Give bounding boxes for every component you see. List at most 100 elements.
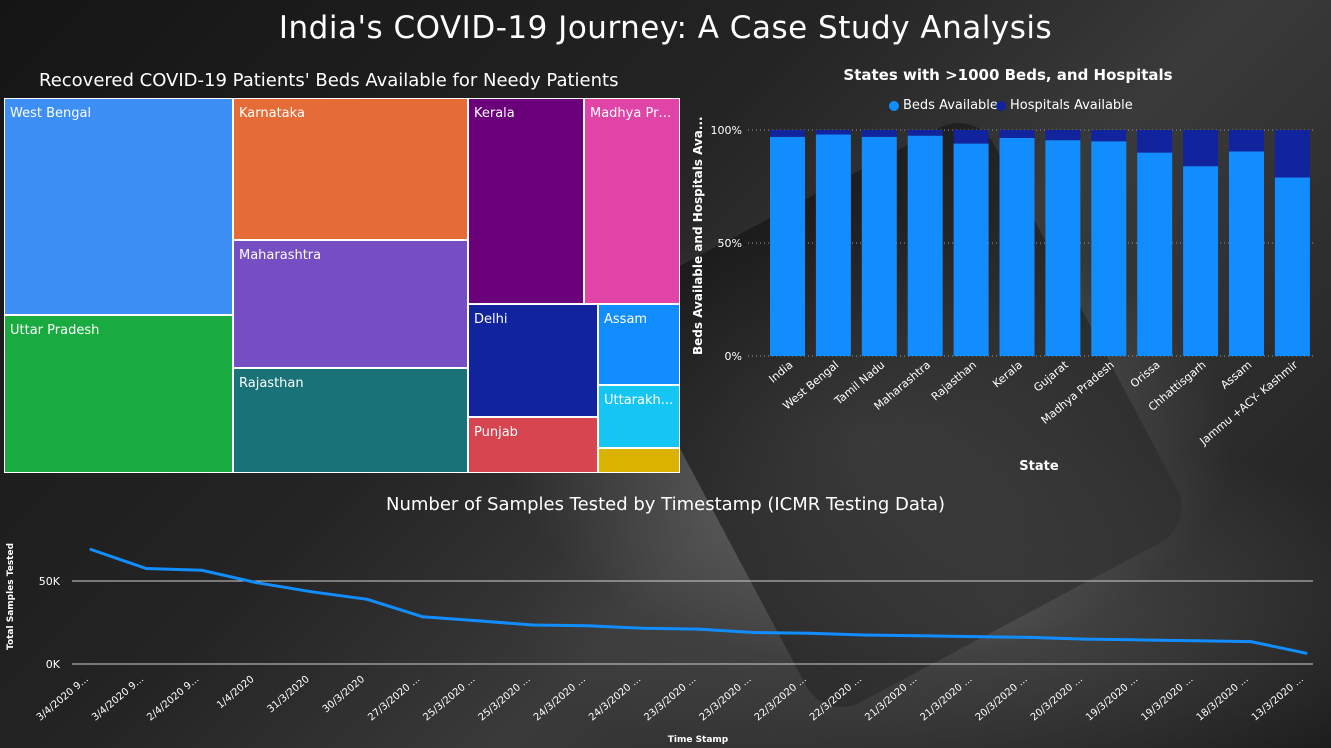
bar-segment-beds (1183, 166, 1219, 356)
line-x-tick-label: 1/4/2020 (215, 674, 256, 711)
line-point (586, 624, 590, 628)
bar-x-tick-label: Jammu +ACY- Kashmir (1197, 358, 1301, 448)
bar-segment-hospitals (1045, 130, 1081, 141)
bar-segment-hospitals (1274, 130, 1310, 178)
tile-label: Kerala (474, 106, 515, 121)
line-x-tick-label: 24/3/2020 ... (587, 674, 643, 724)
line-point (641, 626, 645, 630)
line-x-tick-label: 21/3/2020 ... (918, 674, 974, 724)
treemap-tile-uttar-pradesh[interactable]: Uttar Pradesh (4, 315, 233, 473)
line-point (420, 615, 424, 619)
line-point (1028, 635, 1032, 639)
bar-segment-hospitals (861, 130, 897, 137)
tile-label: Maharashtra (239, 248, 322, 263)
bar-y-tick-label: 100% (711, 124, 742, 137)
legend-dot-icon (996, 100, 1006, 111)
treemap-tile-rajasthan[interactable]: Rajasthan (233, 368, 468, 473)
line-point (89, 547, 93, 551)
line-y-axis-label: Total Samples Tested (6, 543, 16, 650)
line-x-tick-label: 13/3/2020 ... (1250, 674, 1306, 724)
line-x-tick-label: 24/3/2020 ... (532, 674, 588, 724)
tile-label: Rajasthan (239, 376, 304, 391)
line-point (310, 590, 314, 594)
tile-label: West Bengal (10, 106, 92, 121)
line-chart-title: Number of Samples Tested by Timestamp (I… (385, 494, 946, 515)
line-x-tick-label: 30/3/2020 (321, 674, 367, 715)
treemap-tile-karnataka[interactable]: Karnataka (233, 98, 468, 240)
line-x-tick-label: 20/3/2020 ... (974, 674, 1030, 724)
line-point (1138, 638, 1142, 642)
treemap-tile-assam[interactable]: Assam (598, 304, 680, 385)
treemap-title: Recovered COVID-19 Patients' Beds Availa… (39, 70, 619, 91)
line-x-tick-label: 23/3/2020 ... (698, 674, 754, 724)
bar-segment-hospitals (1091, 130, 1127, 142)
treemap-chart[interactable]: West Bengal Uttar Pradesh Karnataka Maha… (4, 98, 680, 473)
line-y-tick-label: 50K (39, 575, 61, 588)
legend-label: Hospitals Available (1010, 98, 1133, 113)
line-x-axis-label: Time Stamp (668, 735, 729, 745)
bar-x-tick-label: Chhattisgarh (1146, 358, 1209, 413)
bar-segment-hospitals (770, 130, 805, 137)
treemap-tile-uttarakhand[interactable]: Uttarakh... (598, 385, 680, 448)
tile-label: Madhya Pra... (590, 106, 674, 121)
line-x-tick-label: 3/4/2020 9... (90, 674, 146, 724)
tile-label: Assam (604, 312, 648, 327)
line-point (365, 597, 369, 601)
line-point (476, 619, 480, 623)
line-point (199, 568, 203, 572)
bar-segment-beds (1274, 177, 1310, 356)
treemap-tile-punjab[interactable]: Punjab (468, 417, 598, 473)
tile-label: Uttar Pradesh (10, 323, 100, 338)
legend-item-beds[interactable]: Beds Available (889, 98, 998, 113)
treemap-tile-kerala[interactable]: Kerala (468, 98, 584, 304)
line-point (255, 581, 259, 585)
line-x-tick-label: 27/3/2020 ... (366, 674, 422, 724)
line-point (144, 567, 148, 571)
bar-segment-hospitals (1229, 130, 1264, 152)
treemap-tile-other[interactable] (598, 448, 680, 473)
tile-label: Uttarakh... (604, 393, 674, 408)
bar-x-tick-label: Assam (1218, 358, 1254, 391)
line-x-tick-label: 25/3/2020 ... (421, 674, 477, 724)
line-x-tick-label: 31/3/2020 (265, 674, 311, 715)
legend-item-hospitals[interactable]: Hospitals Available (996, 98, 1133, 113)
legend-dot-icon (889, 100, 899, 111)
treemap-tile-maharashtra[interactable]: Maharashtra (233, 240, 468, 368)
treemap-tile-west-bengal[interactable]: West Bengal (4, 98, 233, 315)
line-x-tick-label: 25/3/2020 ... (477, 674, 533, 724)
bar-x-tick-label: Orissa (1128, 358, 1163, 390)
line-x-tick-label: 20/3/2020 ... (1029, 674, 1085, 724)
line-x-tick-label: 18/3/2020 ... (1195, 674, 1251, 724)
treemap-tile-madhya-pradesh[interactable]: Madhya Pra... (584, 98, 680, 304)
line-x-tick-label: 19/3/2020 ... (1084, 674, 1140, 724)
line-x-tick-label: 2/4/2020 9... (145, 674, 201, 724)
line-x-tick-label: 22/3/2020 ... (753, 674, 809, 724)
line-series (90, 548, 1307, 655)
legend-label: Beds Available (903, 98, 998, 113)
page-title: India's COVID-19 Journey: A Case Study A… (278, 10, 1053, 46)
tile-label: Punjab (474, 425, 518, 440)
bar-segment-hospitals (999, 130, 1035, 138)
line-point (697, 627, 700, 631)
bar-segment-beds (1229, 151, 1264, 356)
line-point (1249, 640, 1253, 644)
bar-segment-beds (1137, 152, 1173, 356)
line-x-tick-label: 23/3/2020 ... (642, 674, 698, 724)
bar-segment-beds (1091, 141, 1127, 356)
line-x-tick-label: 19/3/2020 ... (1139, 674, 1195, 724)
tile-label: Delhi (474, 312, 508, 327)
line-point (1194, 639, 1198, 643)
bar-segment-hospitals (1183, 130, 1219, 167)
line-x-tick-label: 3/4/2020 9... (35, 674, 91, 724)
line-point (1083, 637, 1087, 641)
treemap-tile-delhi[interactable]: Delhi (468, 304, 598, 417)
background-phone-photo (604, 108, 1196, 722)
line-point (752, 630, 756, 634)
line-point (531, 623, 535, 627)
line-point (1304, 651, 1308, 655)
line-y-tick-label: 0K (46, 658, 61, 671)
bar-segment-hospitals (1137, 130, 1173, 153)
tile-label: Karnataka (239, 106, 305, 121)
bar-segment-hospitals (815, 130, 851, 135)
bar-chart-title: States with >1000 Beds, and Hospitals (843, 66, 1173, 84)
